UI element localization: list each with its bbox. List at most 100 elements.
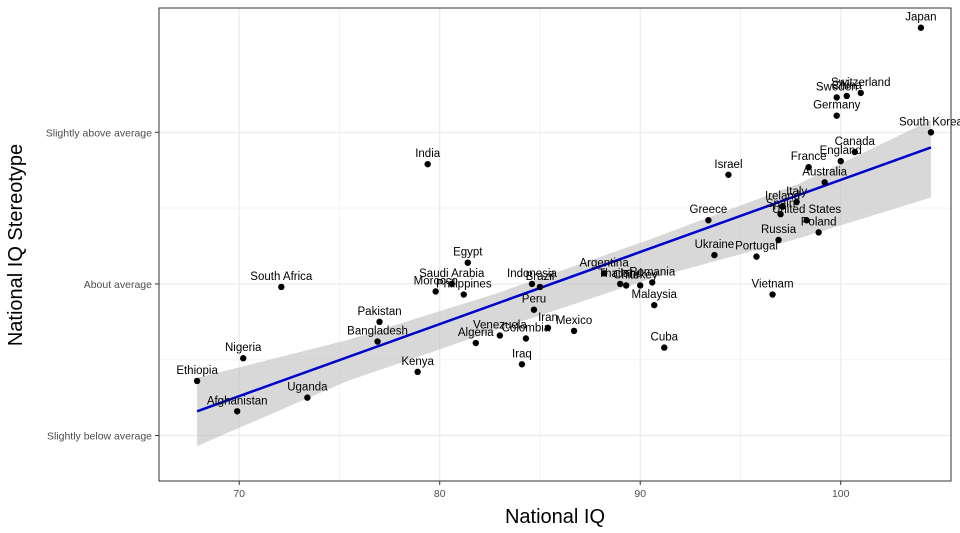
- point-label: India: [415, 148, 441, 160]
- point-label: Portugal: [735, 241, 778, 253]
- data-point: [843, 92, 850, 100]
- data-point: [753, 253, 760, 260]
- point-label: Brazil: [526, 271, 555, 283]
- data-point: [927, 129, 935, 136]
- point-label: Romania: [629, 266, 676, 278]
- point-label: Kenya: [401, 356, 434, 368]
- point-label: Thailand: [598, 268, 642, 280]
- point-label: Switzerland: [831, 77, 890, 89]
- point-label: Ethiopia: [176, 365, 218, 377]
- point-label: United States: [772, 204, 841, 216]
- data-point: [240, 355, 247, 362]
- data-point: [857, 89, 864, 97]
- data-point: [464, 259, 471, 266]
- point-label: Egypt: [453, 247, 483, 259]
- data-point: [376, 318, 383, 326]
- data-point: [233, 408, 241, 415]
- data-point: [833, 94, 840, 101]
- point-label: Israel: [714, 159, 742, 171]
- data-point: [304, 394, 311, 401]
- data-points: [193, 24, 935, 415]
- data-point: [278, 283, 285, 291]
- y-tick-label: Slightly above average: [46, 127, 152, 139]
- data-point: [793, 198, 800, 206]
- point-label: Greece: [690, 204, 728, 216]
- data-point: [424, 160, 431, 168]
- data-point: [432, 288, 439, 295]
- x-tick-label: 70: [233, 488, 245, 500]
- point-label: Peru: [522, 294, 546, 306]
- point-label: Morocco: [414, 275, 458, 287]
- point-label: Saudi Arabia: [419, 268, 485, 280]
- data-point: [775, 236, 782, 244]
- x-tick-label: 80: [434, 488, 446, 500]
- point-label: Pakistan: [358, 306, 402, 318]
- data-point: [815, 229, 822, 236]
- point-label: Uganda: [287, 382, 328, 394]
- x-axis-title: National IQ: [505, 506, 605, 528]
- point-label: South Africa: [250, 271, 313, 283]
- point-label: Italy: [786, 186, 807, 198]
- point-label: England: [820, 145, 862, 157]
- data-point: [518, 361, 526, 368]
- data-point: [777, 210, 784, 218]
- point-label: Nigeria: [225, 342, 262, 354]
- point-label: Iran: [538, 312, 558, 324]
- data-point: [705, 217, 712, 224]
- data-point: [837, 157, 844, 165]
- trend-line: [196, 146, 932, 413]
- data-point: [769, 291, 776, 298]
- point-label: Sweden: [816, 81, 858, 93]
- point-label: France: [791, 151, 827, 163]
- point-label: Afghanistan: [207, 395, 268, 407]
- data-point: [803, 217, 810, 224]
- point-label: Australia: [802, 166, 847, 178]
- data-point: [661, 344, 668, 351]
- data-point: [622, 282, 630, 289]
- data-point: [616, 280, 624, 288]
- x-tick-label: 90: [634, 488, 646, 500]
- point-label: South Korea: [899, 116, 960, 128]
- data-point: [544, 324, 552, 332]
- confidence-band: [197, 120, 931, 447]
- point-label: Canada: [835, 136, 876, 148]
- data-point: [805, 163, 812, 171]
- point-label: Germany: [813, 100, 861, 112]
- y-tick-label: About average: [84, 279, 152, 291]
- point-label: Spain: [766, 198, 795, 210]
- data-point: [374, 338, 381, 345]
- point-label: Turkey: [623, 269, 658, 281]
- data-point: [917, 24, 925, 31]
- data-point: [851, 148, 858, 156]
- point-label: Venezuela: [473, 319, 527, 331]
- data-point: [570, 327, 578, 335]
- data-point: [649, 279, 656, 286]
- point-label: Ukraine: [695, 239, 735, 251]
- point-label: Algeria: [458, 327, 494, 339]
- point-label: China: [832, 80, 863, 92]
- point-label: Mexico: [556, 315, 592, 327]
- x-tick-label: 100: [832, 488, 850, 500]
- point-label: Chile: [613, 269, 639, 281]
- point-label: Poland: [801, 216, 837, 228]
- data-point: [833, 112, 840, 119]
- point-label: Malaysia: [632, 289, 678, 301]
- point-label: Argentina: [580, 257, 630, 269]
- point-label: Ireland: [765, 191, 800, 203]
- point-label: Colombia: [502, 322, 551, 334]
- data-point: [637, 282, 644, 289]
- data-point: [530, 306, 538, 313]
- point-label: Russia: [761, 224, 797, 236]
- data-point: [193, 377, 201, 385]
- data-point: [651, 301, 658, 309]
- y-tick-label: Slightly below average: [47, 431, 152, 443]
- data-point: [496, 332, 504, 339]
- data-point: [472, 339, 479, 347]
- data-point: [414, 368, 421, 376]
- point-label: Iraq: [512, 348, 532, 360]
- data-point: [821, 179, 828, 186]
- axes: 70 80 90 100 Slightly below average About ave…: [46, 127, 850, 500]
- data-point: [600, 270, 608, 277]
